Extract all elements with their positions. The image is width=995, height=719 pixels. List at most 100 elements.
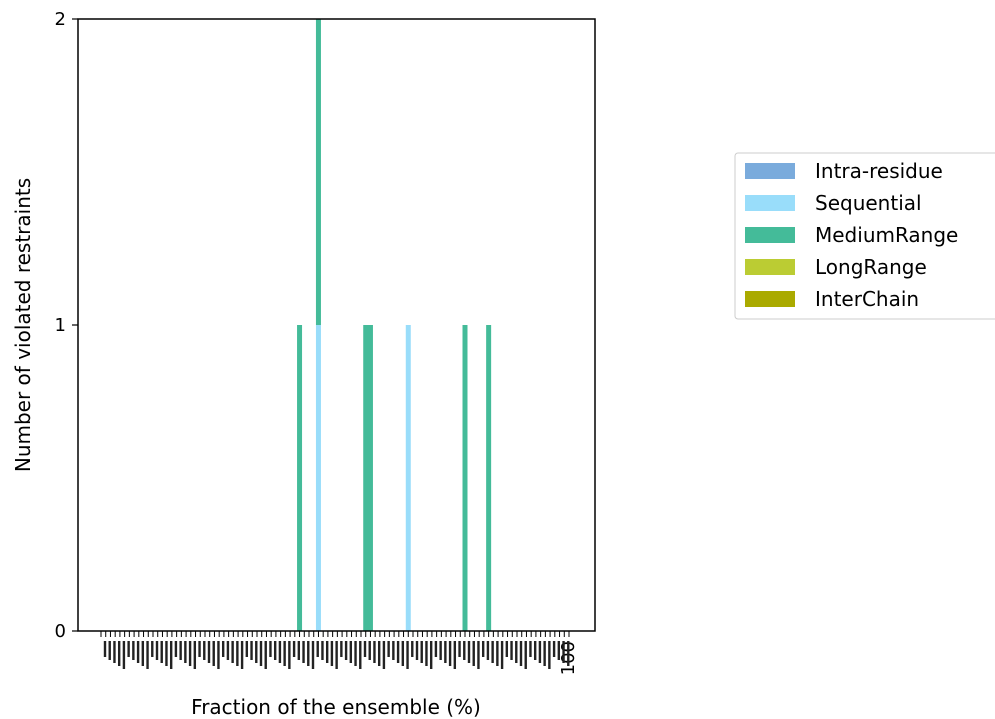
- x-tick-label-blob: [543, 641, 546, 666]
- x-tick-label-blob: [179, 641, 182, 660]
- x-tick-label-blob: [344, 641, 348, 660]
- x-tick-label-blob: [392, 641, 395, 660]
- x-tick-label-blob: [562, 641, 565, 663]
- x-tick-label-blob: [207, 641, 211, 663]
- legend-label-intra-residue: Intra-residue: [815, 159, 943, 183]
- x-tick-label-blob: [368, 641, 371, 660]
- x-tick-label-blob: [151, 641, 154, 657]
- x-tick-label-blob: [486, 641, 490, 660]
- x-tick-label-blob: [373, 641, 376, 663]
- legend-swatch-mediumrange: [745, 227, 795, 243]
- x-tick-label-blob: [103, 641, 107, 657]
- legend-swatch-interchain: [745, 291, 795, 307]
- y-ticks-group: 0 1 2: [55, 9, 78, 642]
- x-tick-label-blob: [122, 641, 126, 669]
- x-tick-label-blob: [127, 641, 130, 657]
- x-tick-label-blob: [429, 641, 433, 669]
- x-tick-label-blob: [240, 641, 244, 669]
- x-tick-label-blob: [415, 641, 419, 660]
- x-tick-label-blob: [169, 641, 173, 669]
- x-tick-label-blob: [420, 641, 423, 663]
- bar-mediumrange-56: [363, 325, 369, 631]
- x-tick-label-blob: [297, 641, 301, 660]
- x-tick-label-blob: [377, 641, 381, 666]
- x-tick-label-blob: [136, 641, 140, 663]
- x-tick-label-blob: [396, 641, 400, 663]
- x-tick-label-blob: [250, 641, 253, 660]
- x-tick-label-blob: [453, 641, 457, 669]
- x-tick-label-blob: [524, 641, 527, 669]
- x-tick-label-blob: [273, 641, 277, 660]
- x-tick-label-blob: [117, 641, 121, 666]
- x-tick-label-blob: [212, 641, 215, 666]
- x-axis-label: Fraction of the ensemble (%): [191, 695, 481, 719]
- legend-frame: [734, 152, 995, 320]
- x-tick-label-blob: [193, 641, 197, 669]
- x-tick-label-blob: [529, 641, 532, 657]
- x-tick-label-blob: [363, 641, 367, 657]
- legend-label-longrange: LongRange: [815, 255, 927, 279]
- legend-swatch-longrange: [745, 259, 795, 275]
- x-tick-label-blob: [439, 641, 442, 660]
- legend-swatch-intra-residue: [745, 163, 795, 179]
- x-tick-label-blob: [481, 641, 485, 657]
- legend-label-interchain: InterChain: [815, 287, 919, 311]
- x-tick-label-blob: [444, 641, 447, 663]
- x-tick-label-blob: [401, 641, 405, 666]
- bar-sequential-46: [315, 325, 321, 631]
- y-tick-label-1: 1: [55, 315, 66, 336]
- x-ticks-group: 100: [100, 631, 579, 675]
- bar-mediumrange-82: [486, 325, 492, 631]
- y-axis-label: Number of violated restraints: [11, 178, 35, 472]
- x-tick-label-blob: [278, 641, 282, 663]
- x-tick-label-blob: [174, 641, 178, 657]
- x-tick-label-blob: [160, 641, 163, 663]
- x-tick-label-blob: [165, 641, 168, 666]
- legend-label-sequential: Sequential: [815, 191, 922, 215]
- bar-mediumrange-57: [367, 325, 373, 631]
- x-tick-label-blob: [548, 641, 551, 669]
- x-tick-label-blob: [269, 641, 272, 657]
- x-tick-label-blob: [505, 641, 509, 657]
- x-tick-label-blob: [335, 641, 338, 669]
- x-tick-label-blob: [330, 641, 334, 666]
- legend-swatch-sequential: [745, 195, 795, 211]
- x-tick-label-blob: [321, 641, 324, 660]
- bars-group: [297, 19, 492, 631]
- x-tick-label-blob: [538, 641, 542, 663]
- x-tick-label-blob: [288, 641, 291, 669]
- x-tick-label-blob: [155, 641, 159, 660]
- x-tick-label-blob: [496, 641, 499, 666]
- plot-frame: [77, 18, 596, 632]
- x-tick-label-blob: [283, 641, 286, 666]
- x-tick-label-blob: [255, 641, 258, 663]
- x-tick-label-blob: [340, 641, 343, 657]
- legend: Intra-residue Sequential MediumRange LongRa…: [734, 152, 995, 320]
- x-tick-label-blob: [264, 641, 267, 669]
- x-tick-label-blob: [198, 641, 201, 657]
- x-tick-label-blob: [307, 641, 310, 666]
- x-tick-label-blob: [425, 641, 428, 666]
- y-tick-label-2: 2: [55, 9, 66, 30]
- x-tick-label-blob: [472, 641, 475, 666]
- bar-mediumrange-77: [462, 325, 468, 631]
- legend-label-mediumrange: MediumRange: [815, 223, 958, 247]
- x-tick-label-blob: [203, 641, 206, 660]
- x-tick-label-blob: [519, 641, 523, 666]
- x-tick-label-blob: [316, 641, 319, 657]
- x-tick-label-blob: [108, 641, 111, 660]
- x-tick-label-blob: [552, 641, 556, 657]
- x-tick-label-blob: [311, 641, 315, 669]
- bar-mediumrange-42: [297, 325, 303, 631]
- x-tick-label-blob: [491, 641, 494, 663]
- x-tick-label-blob: [477, 641, 480, 669]
- x-tick-label-blob: [236, 641, 239, 666]
- x-tick-label-blob: [113, 641, 116, 663]
- x-tick-label-blob: [382, 641, 386, 669]
- x-tick-label-blob: [557, 641, 561, 660]
- x-tick-label-blob: [217, 641, 220, 669]
- x-tick-label-blob: [184, 641, 187, 663]
- x-tick-label-blob: [448, 641, 452, 666]
- x-tick-label-blob: [359, 641, 362, 669]
